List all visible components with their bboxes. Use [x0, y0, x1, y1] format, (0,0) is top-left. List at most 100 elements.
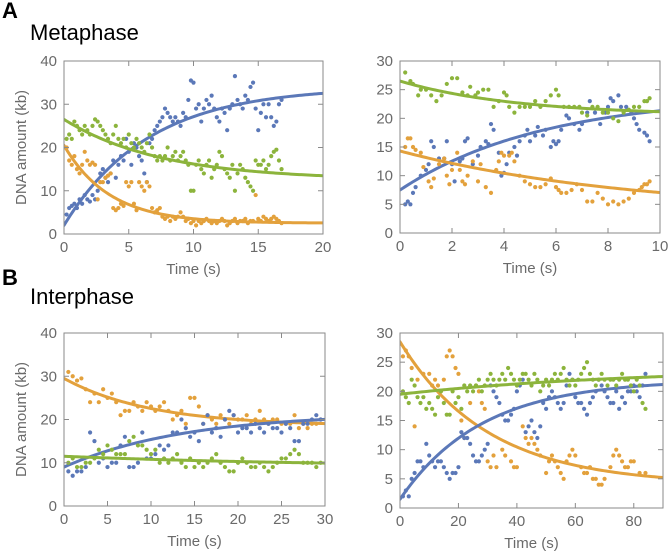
data-point-orange — [193, 223, 199, 228]
data-point-green — [135, 443, 141, 448]
data-point-orange — [455, 150, 460, 155]
data-point-orange — [450, 354, 455, 359]
data-point-orange — [415, 377, 420, 382]
data-point-green — [488, 371, 493, 376]
data-point-green — [512, 110, 517, 115]
data-point-blue — [271, 123, 276, 128]
data-point-orange — [170, 417, 175, 422]
data-point-blue — [611, 400, 616, 406]
data-point-blue — [457, 159, 462, 164]
data-point-blue — [305, 421, 310, 426]
x-tick-label: 0 — [396, 513, 404, 530]
data-point-orange — [88, 400, 93, 405]
data-point-blue — [193, 106, 199, 111]
data-point-blue — [142, 171, 147, 176]
data-point-blue — [441, 465, 446, 470]
data-point-blue — [582, 406, 587, 411]
x-tick-label: 60 — [567, 513, 584, 530]
data-point-green — [584, 360, 590, 365]
data-point-blue — [512, 144, 517, 150]
data-point-orange — [509, 150, 514, 155]
data-point-orange — [626, 196, 631, 201]
data-point-green — [67, 132, 72, 137]
data-point-orange — [441, 377, 446, 382]
data-point-blue — [624, 104, 629, 109]
data-point-orange — [533, 185, 538, 190]
x-tick-label: 4 — [500, 238, 508, 255]
data-point-green — [453, 400, 458, 406]
data-point-blue — [261, 102, 266, 107]
y-tick-label: 30 — [376, 53, 393, 70]
data-point-green — [126, 132, 131, 137]
x-tick-label: 8 — [604, 238, 612, 255]
data-point-orange — [584, 470, 590, 476]
data-point-blue — [240, 106, 245, 111]
data-point-orange — [590, 476, 595, 481]
data-point-green — [520, 371, 525, 376]
data-point-blue — [634, 121, 639, 127]
data-point-green — [157, 460, 162, 465]
data-point-orange — [421, 164, 426, 170]
panel-b-letter: B — [2, 265, 18, 290]
data-point-blue — [274, 119, 279, 124]
data-point-blue — [408, 202, 413, 207]
data-point-green — [118, 452, 123, 457]
data-point-green — [412, 383, 417, 388]
data-point-blue — [263, 115, 269, 120]
data-point-green — [517, 104, 522, 109]
data-point-blue — [587, 99, 592, 104]
data-point-blue — [413, 185, 418, 190]
data-point-green — [116, 136, 121, 141]
data-point-orange — [479, 400, 484, 406]
fit-line-green — [64, 117, 323, 178]
data-point-green — [427, 400, 432, 406]
data-point-green — [69, 136, 74, 141]
data-point-green — [628, 383, 633, 388]
x-tick-label: 80 — [625, 513, 642, 530]
data-point-orange — [188, 395, 193, 400]
data-point-blue — [538, 424, 543, 429]
data-point-orange — [527, 182, 533, 187]
data-point-green — [644, 99, 650, 104]
data-point-orange — [121, 203, 126, 208]
series-group — [400, 340, 663, 501]
data-point-green — [103, 132, 108, 137]
data-point-green — [444, 412, 449, 417]
data-point-orange — [544, 470, 549, 476]
data-point-blue — [617, 406, 622, 411]
data-point-orange — [108, 171, 113, 176]
data-point-orange — [144, 180, 149, 185]
data-point-orange — [549, 453, 555, 458]
data-point-blue — [181, 110, 186, 115]
panel-a-title: Metaphase — [30, 20, 139, 45]
data-point-green — [230, 162, 235, 167]
data-point-orange — [436, 162, 442, 167]
data-point-orange — [475, 179, 481, 184]
data-point-green — [511, 377, 517, 382]
data-point-blue — [218, 434, 223, 439]
data-point-green — [279, 456, 284, 461]
data-point-blue — [105, 180, 111, 185]
data-point-green — [227, 175, 232, 180]
data-point-orange — [468, 400, 473, 406]
data-point-green — [175, 452, 180, 457]
data-point-orange — [296, 426, 301, 431]
data-point-orange — [92, 162, 98, 167]
data-point-orange — [85, 158, 90, 163]
data-point-blue — [262, 430, 267, 435]
data-point-orange — [644, 182, 650, 187]
data-point-green — [148, 452, 154, 457]
y-tick-label: 15 — [376, 139, 393, 156]
data-point-blue — [423, 167, 429, 173]
data-point-green — [101, 452, 106, 457]
data-point-blue — [503, 418, 508, 423]
data-point-orange — [585, 199, 590, 204]
data-point-blue — [488, 121, 494, 127]
x-tick-label: 20 — [315, 239, 332, 256]
data-point-orange — [558, 470, 563, 476]
data-point-orange — [147, 184, 152, 189]
data-point-green — [131, 145, 137, 150]
data-point-orange — [543, 182, 548, 187]
data-point-blue — [301, 421, 306, 426]
data-point-green — [217, 149, 222, 154]
